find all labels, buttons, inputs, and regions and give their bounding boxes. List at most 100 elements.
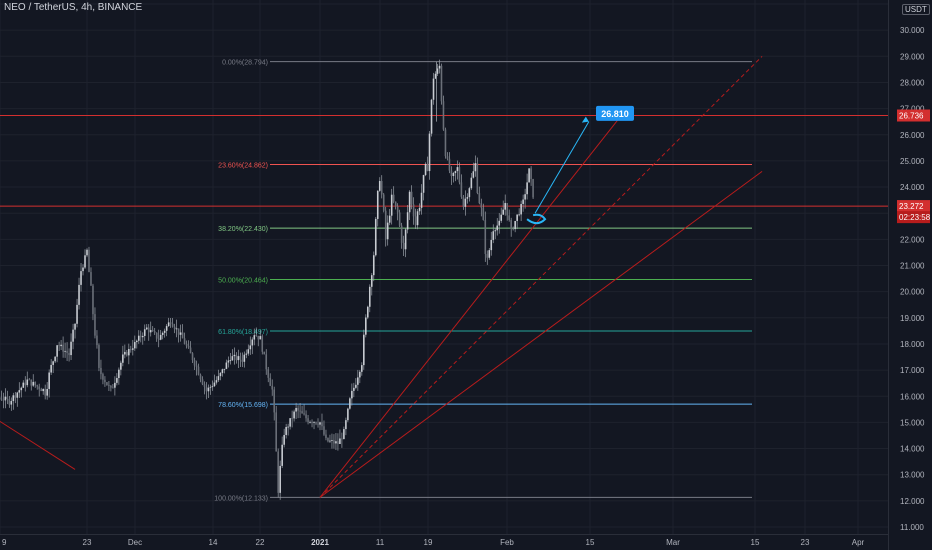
price-axis-tick: 24.000 [900,183,925,192]
candle-body [303,413,305,415]
fib-level-label: 50.00%(20.464) [218,278,268,285]
candle-body [498,220,501,226]
candle-body [237,356,240,361]
candle-body [223,368,226,370]
candle-body [273,389,275,413]
candle-body [454,171,457,174]
candle-body [382,194,385,211]
price-axis-tick: 29.000 [900,52,925,61]
price-axis-marker [897,109,930,122]
trend-line [319,110,626,498]
candle-body [263,351,266,355]
candle-body [245,353,248,355]
candle-body [486,253,489,258]
candle-body [460,182,463,197]
candle-body [177,328,180,335]
candle-body [478,192,481,204]
candle-body [408,191,411,213]
candle-body [347,408,349,421]
candle-body [249,345,252,350]
trend-line [0,420,76,470]
time-axis-tick: Mar [666,538,680,547]
candle-body [293,411,295,419]
time-axis-tick: 22 [256,538,265,547]
candle-body [197,366,200,375]
candle-body [213,382,216,387]
candle-body [404,229,407,250]
candle-body [476,163,479,193]
candle-body [470,177,473,189]
candle-body [124,351,126,355]
candle-body [422,175,425,193]
candle-body [114,382,116,388]
candle-body [133,342,136,349]
candle-body [390,194,393,216]
price-axis-tick: 12.000 [900,497,925,506]
price-axis-tick: 11.000 [900,523,924,532]
candle-body [482,207,485,220]
candle-body [524,194,526,200]
candle-body [217,376,220,381]
candle-body [38,386,41,390]
candle-body [84,255,86,268]
arrow-head-icon [581,116,589,123]
candle-body [289,418,291,427]
candle-body [225,362,228,369]
candle-body [410,191,413,205]
projection-arrow [534,121,590,214]
fib-level-label: 38.20%(22.430) [218,226,268,233]
candle-body [104,379,106,383]
candle-body [187,345,190,348]
candle-body [255,335,258,336]
candle-body [4,396,7,401]
candle-body [374,218,377,256]
price-axis-tick: 17.000 [900,366,925,375]
candle-body [329,440,331,442]
candle-body [169,322,172,324]
candle-body [209,386,212,388]
price-axis-tick: 25.000 [900,157,925,166]
candle-body [259,336,262,340]
candle-body [337,441,339,444]
candle-body [195,365,198,367]
target-price-text: 26.810 [601,109,629,119]
price-axis-marker-text: 26.736 [899,112,924,121]
candle-body [157,338,160,340]
candle-body [149,330,152,333]
candle-body [426,163,429,172]
candle-body [512,228,514,230]
currency-unit-badge[interactable]: USDT [902,4,930,15]
price-axis-tick: 26.000 [900,131,925,140]
candle-body [147,327,150,333]
time-axis-tick: 23 [801,538,810,547]
candle-body [110,385,112,388]
candle-body [120,362,122,370]
candle-body [215,380,218,383]
candle-body [106,382,108,386]
candle-body [173,326,176,330]
price-axis-tick: 13.000 [900,471,925,480]
candle-body [10,401,13,405]
target-price-callout[interactable]: 26.810 [596,105,634,121]
candle-body [161,332,164,335]
candle-body [372,255,375,276]
candle-body [370,275,373,287]
candle-body [351,390,353,399]
candle-body [92,285,94,315]
candle-body [34,381,37,386]
candle-body [42,389,44,392]
candle-body [321,422,323,427]
candle-body [108,385,110,386]
candle-body [506,203,508,216]
candle-body [366,306,369,318]
candle-body [80,271,82,285]
price-axis-tick: 20.000 [900,288,925,297]
candle-body [135,340,138,343]
candle-body [345,420,347,430]
candle-body [528,168,530,183]
candle-body [500,214,503,221]
time-axis-tick: Apr [852,538,865,547]
price-axis-marker [897,200,930,213]
candle-body [388,215,391,223]
